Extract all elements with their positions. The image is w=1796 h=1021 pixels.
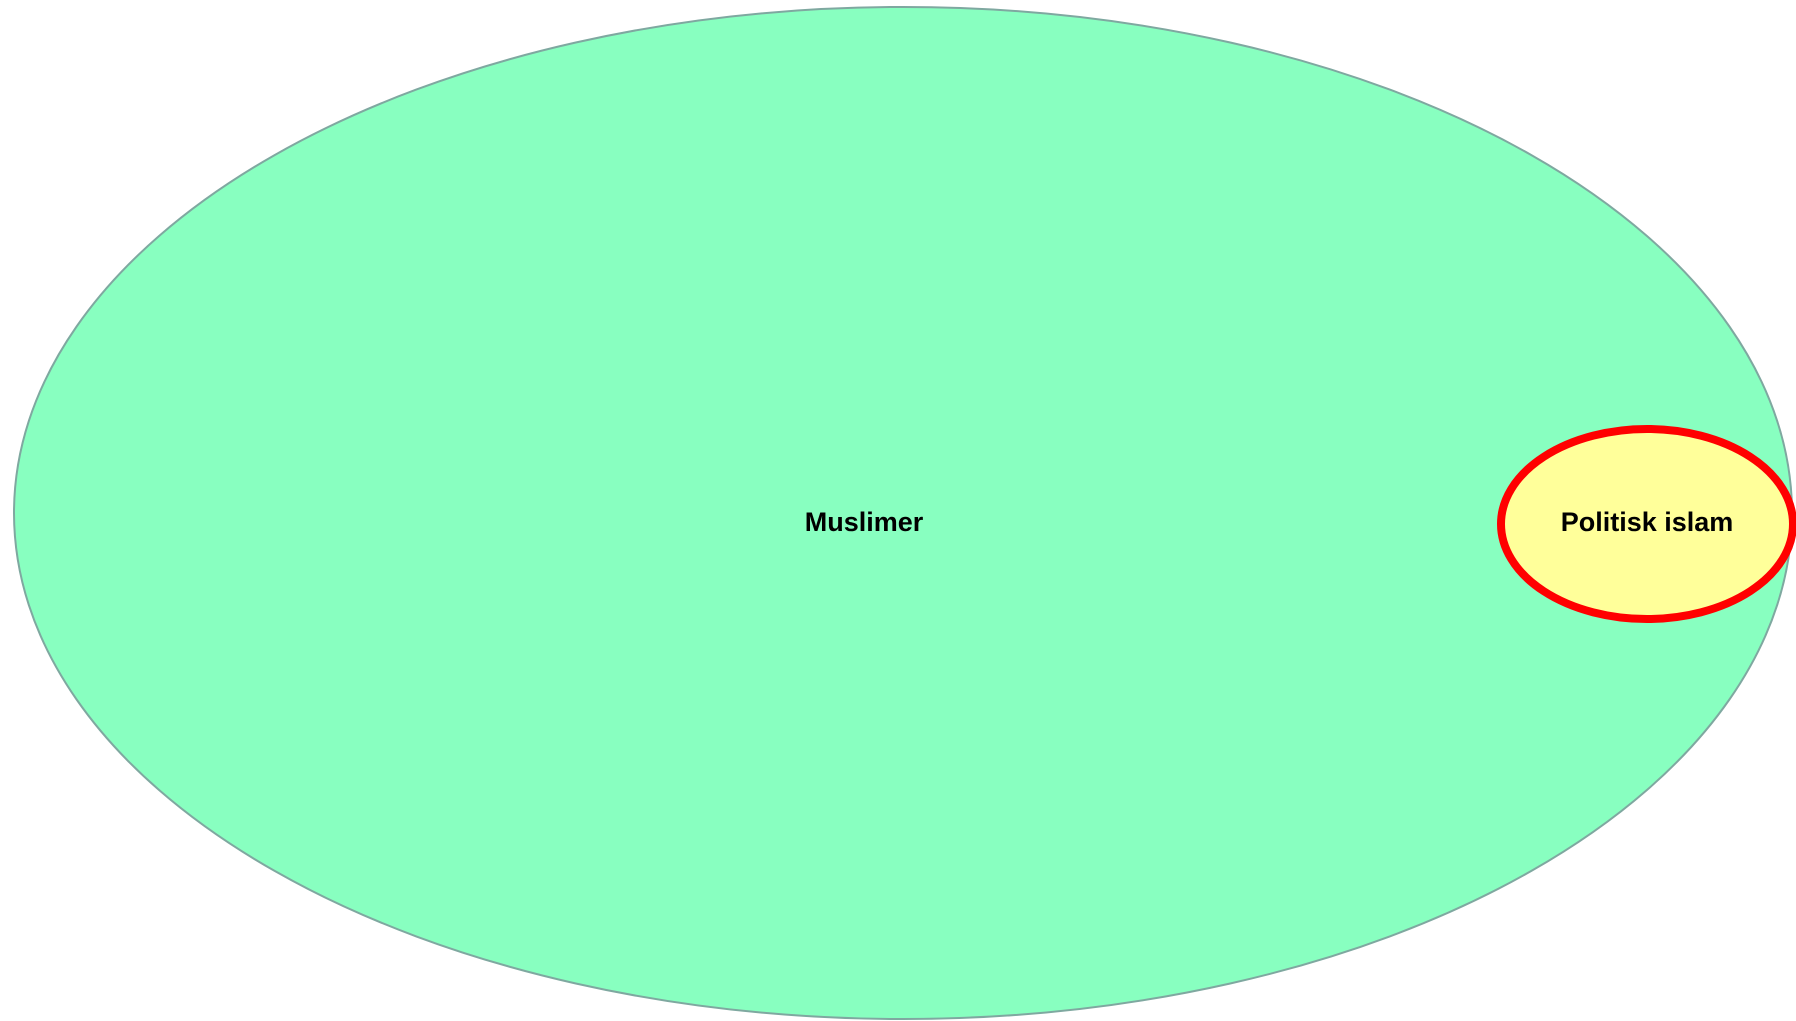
outer-set-label: Muslimer xyxy=(805,507,924,537)
inner-set xyxy=(1497,425,1796,623)
inner-set-label: Politisk islam xyxy=(1561,507,1734,537)
